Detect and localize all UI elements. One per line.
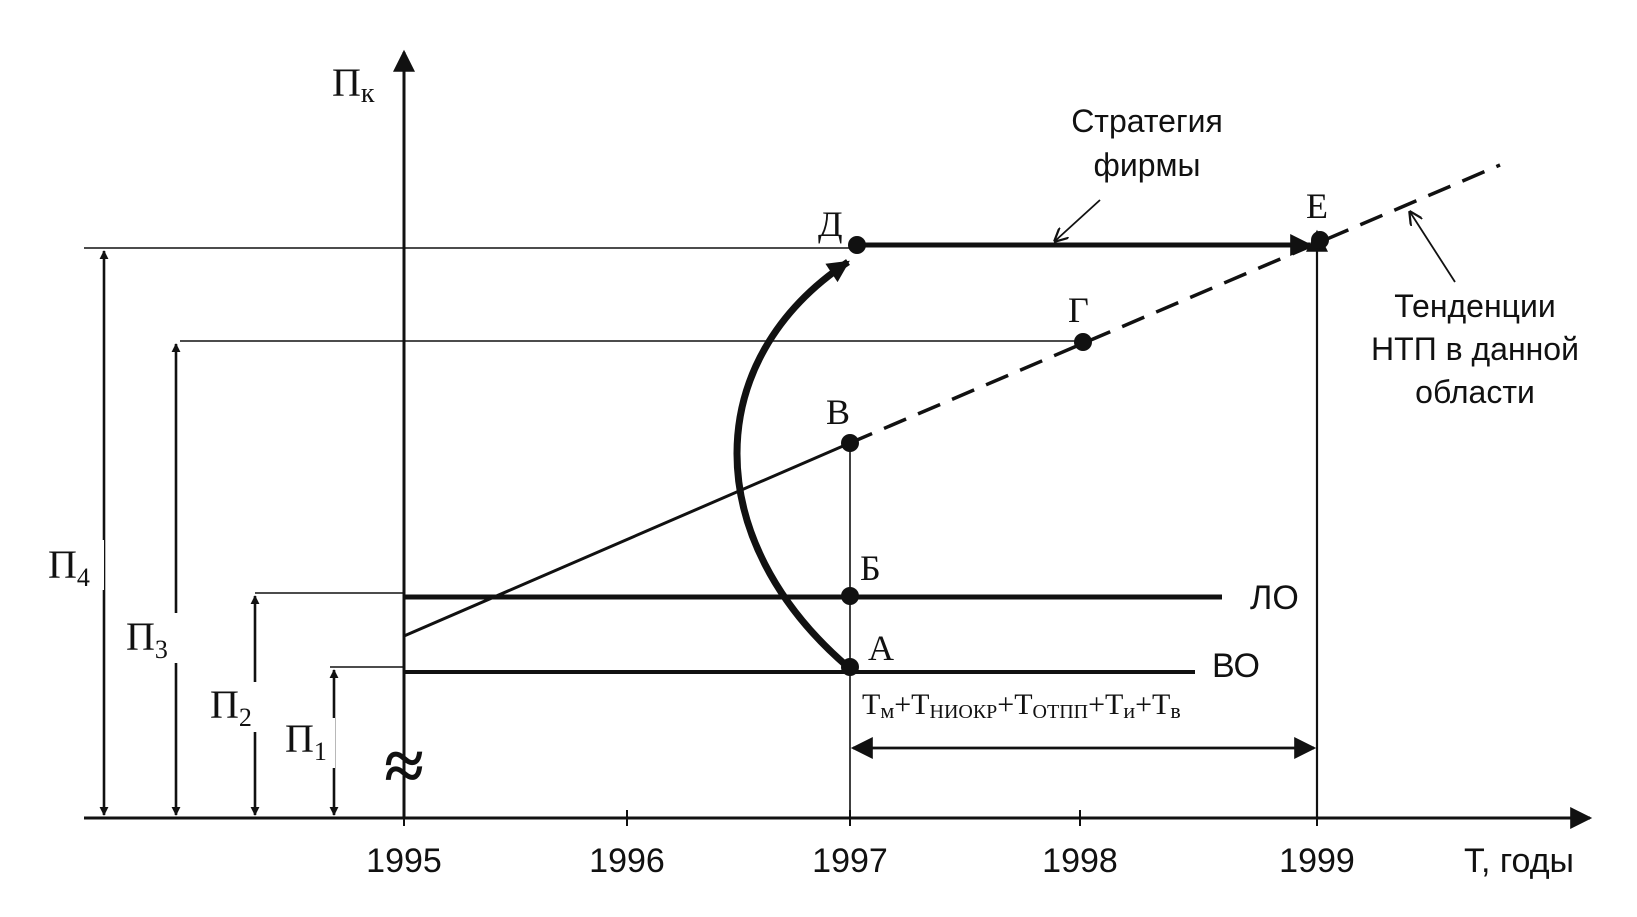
axes — [84, 49, 1593, 829]
axis-break-mark: ≈ — [384, 726, 424, 806]
point-a-label: А — [868, 628, 894, 668]
point-d-label: Д — [818, 204, 843, 244]
level-3-label: П3 — [126, 614, 168, 664]
tick-1997: 1997 — [812, 842, 888, 880]
point-g-marker — [1074, 333, 1092, 351]
lo-label: ЛО — [1250, 579, 1299, 617]
trend-label-line2: НТП в данной — [1371, 331, 1579, 367]
trend-line-dashed — [849, 163, 1501, 445]
point-d-marker — [848, 236, 866, 254]
trend-annotation: Тенденции НТП в данной области — [1371, 212, 1579, 410]
strategy-annotation: Стратегия фирмы — [1055, 103, 1223, 241]
point-v-marker — [841, 434, 859, 452]
strategy-jump-curve — [733, 259, 851, 670]
vo-label: ВО — [1212, 647, 1260, 685]
level-4-label: П4 — [48, 542, 90, 592]
interval-formula: Тм+ТНИОКР+ТОТПП+Ти+Тв — [862, 688, 1181, 723]
strategy-pointer — [1055, 199, 1101, 241]
trend-label-line3: области — [1415, 374, 1535, 410]
point-v-label: В — [826, 392, 850, 432]
level-1-label: П1 — [285, 716, 327, 766]
tick-1995: 1995 — [366, 842, 442, 880]
tick-1999: 1999 — [1279, 842, 1355, 880]
tick-1998: 1998 — [1042, 842, 1118, 880]
tick-1996: 1996 — [589, 842, 665, 880]
point-labels: А Б В Г Д Е — [818, 186, 1328, 668]
point-e-label: Е — [1306, 186, 1328, 226]
trend-pointer — [1410, 212, 1456, 283]
strategy-label-line2: фирмы — [1094, 147, 1201, 183]
point-b-label: Б — [860, 548, 881, 588]
trend-label-line1: Тенденции — [1394, 288, 1555, 324]
level-2-label: П2 — [210, 682, 252, 732]
level-labels: П4 П3 П2 П1 — [44, 540, 335, 768]
reference-lines — [84, 247, 1080, 818]
point-b-marker — [841, 587, 859, 605]
x-axis-label: Т, годы — [1464, 842, 1574, 880]
y-axis-label: Пк — [332, 60, 375, 109]
point-a-marker — [841, 658, 859, 676]
x-tick-labels: 1995 1996 1997 1998 1999 — [366, 842, 1355, 880]
trend-line-solid — [403, 441, 851, 638]
strategy-label-line1: Стратегия — [1071, 103, 1223, 139]
point-e-marker — [1311, 231, 1329, 249]
points — [841, 231, 1329, 676]
point-g-label: Г — [1068, 290, 1089, 330]
